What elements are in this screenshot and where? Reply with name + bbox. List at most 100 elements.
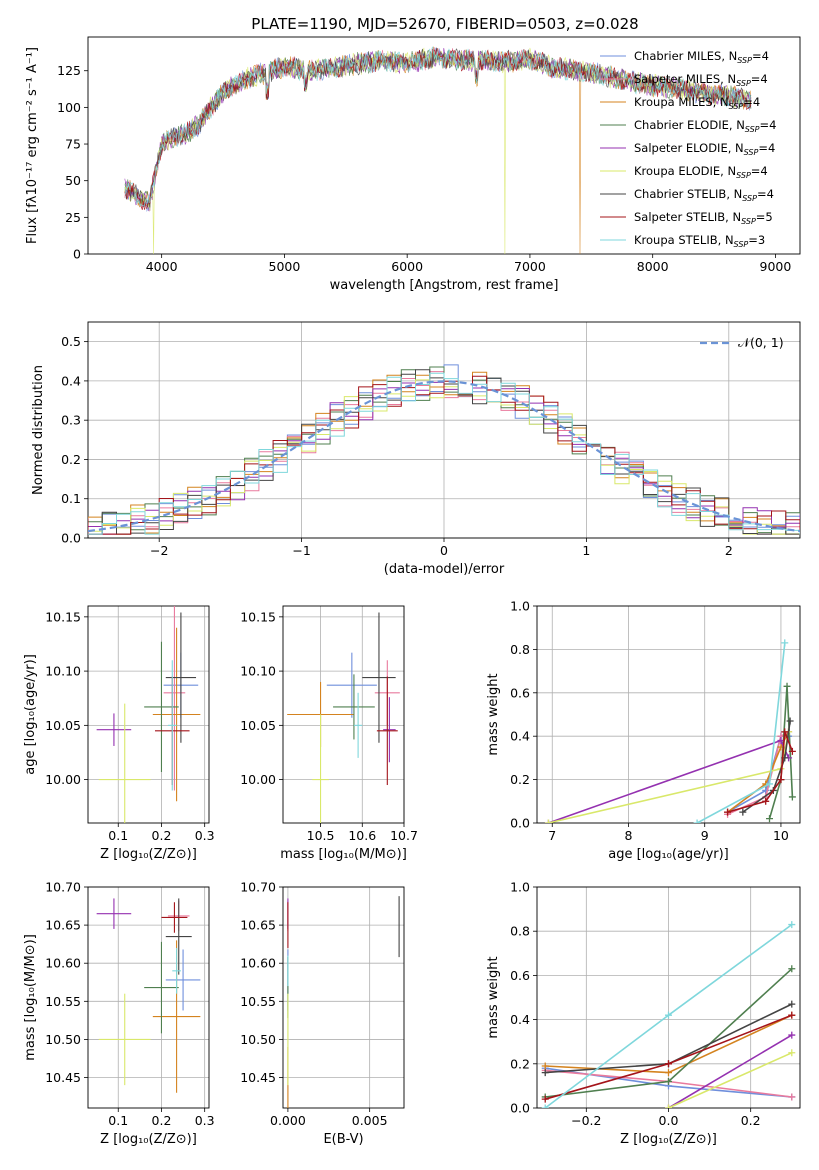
y-tick-label: 0.1 bbox=[61, 491, 81, 506]
weight-marker bbox=[777, 776, 785, 784]
x-tick-label: 5000 bbox=[269, 259, 301, 274]
weight-marker bbox=[788, 793, 796, 801]
x-tick-label: 9000 bbox=[760, 259, 792, 274]
weight-marker bbox=[541, 1095, 549, 1103]
x-tick-label: 7 bbox=[548, 828, 556, 843]
weight-marker bbox=[788, 747, 796, 755]
weight-marker bbox=[762, 797, 770, 805]
x-tick-label: 0.2 bbox=[152, 1113, 172, 1128]
y-tick-label: 10.65 bbox=[45, 918, 81, 933]
y-tick-label: 0.0 bbox=[510, 816, 530, 831]
mass-vs-EBV-plot-area bbox=[287, 896, 400, 1108]
weight-marker bbox=[766, 815, 774, 823]
mass-weight-vs-age-panel: 7 8 9 10 0.0 0.2 0.4 0.6 0.8 1.0 age [log₁₀(age/yr… bbox=[486, 599, 801, 862]
y-tick-label: 10.15 bbox=[240, 609, 276, 624]
y-tick-label: 0 bbox=[73, 247, 81, 262]
gaussian-legend-label: 𝒩(0, 1) bbox=[738, 335, 784, 350]
y-axis-label: mass weight bbox=[486, 673, 501, 755]
x-tick-label: −1 bbox=[292, 543, 310, 558]
age-vs-Z-panel: 0.1 0.2 0.3 10.00 10.05 10.10 10.15 Z [log₁₀(Z/… bbox=[23, 605, 215, 862]
x-axis-label: mass [log₁₀(M/M⊙)] bbox=[280, 847, 407, 862]
x-tick-label: 0.1 bbox=[108, 828, 128, 843]
y-tick-label: 0.2 bbox=[510, 772, 530, 787]
weight-marker bbox=[788, 1093, 796, 1101]
x-tick-label: −2 bbox=[150, 543, 168, 558]
legend-entry: Salpeter MILES, NSSP=4 bbox=[634, 72, 768, 88]
mass-weight-vs-Z-plot-area bbox=[541, 921, 796, 1108]
x-tick-label: 2 bbox=[725, 543, 733, 558]
y-tick-label: 50 bbox=[65, 173, 81, 188]
weight-marker bbox=[781, 728, 789, 736]
mass-vs-Z-plot-area bbox=[96, 898, 201, 1093]
mass-vs-Z-panel: 0.1 0.2 0.3 10.45 10.50 10.55 10.60 10.65 10.70 Z… bbox=[23, 880, 215, 1148]
y-axis-label: mass weight bbox=[486, 956, 501, 1038]
weight-marker bbox=[777, 737, 785, 745]
y-tick-label: 0.6 bbox=[510, 685, 530, 700]
y-tick-label: 75 bbox=[65, 137, 81, 152]
y-tick-label: 10.45 bbox=[240, 1070, 276, 1085]
x-axis-label: wavelength [Angstrom, rest frame] bbox=[330, 278, 559, 293]
mass-vs-EBV-panel: 0.000 0.005 10.45 10.50 10.55 10.60 10.65 10.70… bbox=[240, 880, 405, 1147]
y-tick-label: 0.4 bbox=[510, 1012, 530, 1027]
y-tick-label: 0.4 bbox=[510, 729, 530, 744]
x-tick-label: −0.2 bbox=[571, 1113, 601, 1128]
x-tick-label: 8000 bbox=[637, 259, 669, 274]
mass-weight-vs-Z-panel: −0.2 0.0 0.2 0.0 0.2 0.4 0.6 0.8 1.0 Z [log₁₀(Z/Z… bbox=[486, 880, 801, 1147]
y-tick-label: 10.05 bbox=[240, 718, 276, 733]
x-tick-label: 0.2 bbox=[741, 1113, 761, 1128]
y-tick-label: 0.6 bbox=[510, 968, 530, 983]
weight-marker bbox=[724, 808, 732, 816]
y-tick-label: 25 bbox=[65, 210, 81, 225]
y-tick-label: 1.0 bbox=[510, 880, 530, 895]
axes-frame bbox=[87, 605, 210, 824]
y-axis-label: age [log₁₀(age/yr)] bbox=[23, 654, 38, 775]
legend-entry: Chabrier STELIB, NSSP=4 bbox=[634, 187, 774, 203]
y-tick-label: 10.55 bbox=[240, 994, 276, 1009]
histogram-7 bbox=[88, 369, 800, 535]
spectrum-panel: 4000 5000 6000 7000 8000 9000 0 25 50 75 100 125 wav… bbox=[25, 36, 801, 293]
spectrum-legend: Chabrier MILES, NSSP=4 Salpeter MILES, NS… bbox=[600, 49, 776, 249]
x-axis-label: (data-model)/error bbox=[384, 562, 505, 577]
y-tick-label: 0.3 bbox=[61, 413, 81, 428]
age-vs-mass-panel: 10.5 10.6 10.7 10.00 10.05 10.10 10.15 mass [lo… bbox=[240, 605, 418, 862]
x-tick-label: 0.005 bbox=[352, 1113, 388, 1128]
x-axis-label: Z [log₁₀(Z/Z⊙)] bbox=[100, 1132, 197, 1147]
y-tick-label: 10.15 bbox=[45, 609, 81, 624]
y-tick-label: 10.70 bbox=[45, 880, 81, 895]
y-tick-label: 1.0 bbox=[510, 599, 530, 614]
age-vs-Z-plot-area bbox=[96, 606, 201, 823]
x-tick-label: 4000 bbox=[146, 259, 178, 274]
x-tick-label: 10 bbox=[773, 828, 789, 843]
weight-marker bbox=[541, 1104, 549, 1108]
weight-marker bbox=[665, 1069, 672, 1077]
spectrum-line-7 bbox=[124, 47, 752, 208]
x-tick-label: 10.6 bbox=[348, 828, 376, 843]
axes-frame bbox=[282, 886, 405, 1109]
weight-marker bbox=[693, 819, 701, 823]
histogram-9 bbox=[88, 372, 800, 535]
x-tick-label: 0.1 bbox=[108, 1113, 128, 1128]
weight-marker bbox=[544, 819, 552, 823]
y-tick-label: 10.05 bbox=[45, 718, 81, 733]
x-axis-label: Z [log₁₀(Z/Z⊙)] bbox=[620, 1132, 717, 1147]
weight-marker bbox=[788, 1011, 796, 1019]
weight-marker bbox=[665, 1011, 672, 1019]
axes-frame bbox=[536, 605, 801, 824]
y-tick-label: 10.00 bbox=[45, 772, 81, 787]
spectrum-line-9 bbox=[124, 46, 752, 207]
weight-marker bbox=[739, 808, 747, 816]
x-axis-label: Z [log₁₀(Z/Z⊙)] bbox=[100, 847, 197, 862]
y-tick-label: 0.4 bbox=[61, 373, 81, 388]
y-tick-label: 0.8 bbox=[510, 642, 530, 657]
weight-marker bbox=[541, 1062, 549, 1070]
x-tick-label: 0.3 bbox=[195, 828, 215, 843]
y-tick-label: 10.00 bbox=[240, 772, 276, 787]
x-tick-label: 6000 bbox=[391, 259, 423, 274]
y-tick-label: 0.8 bbox=[510, 924, 530, 939]
y-tick-label: 10.65 bbox=[240, 918, 276, 933]
axes-frame bbox=[87, 321, 801, 539]
mass-weight-vs-age-plot-area bbox=[544, 639, 796, 823]
weight-marker bbox=[788, 1000, 796, 1008]
legend-entry: Chabrier MILES, NSSP=4 bbox=[634, 49, 769, 65]
y-tick-label: 10.60 bbox=[45, 956, 81, 971]
